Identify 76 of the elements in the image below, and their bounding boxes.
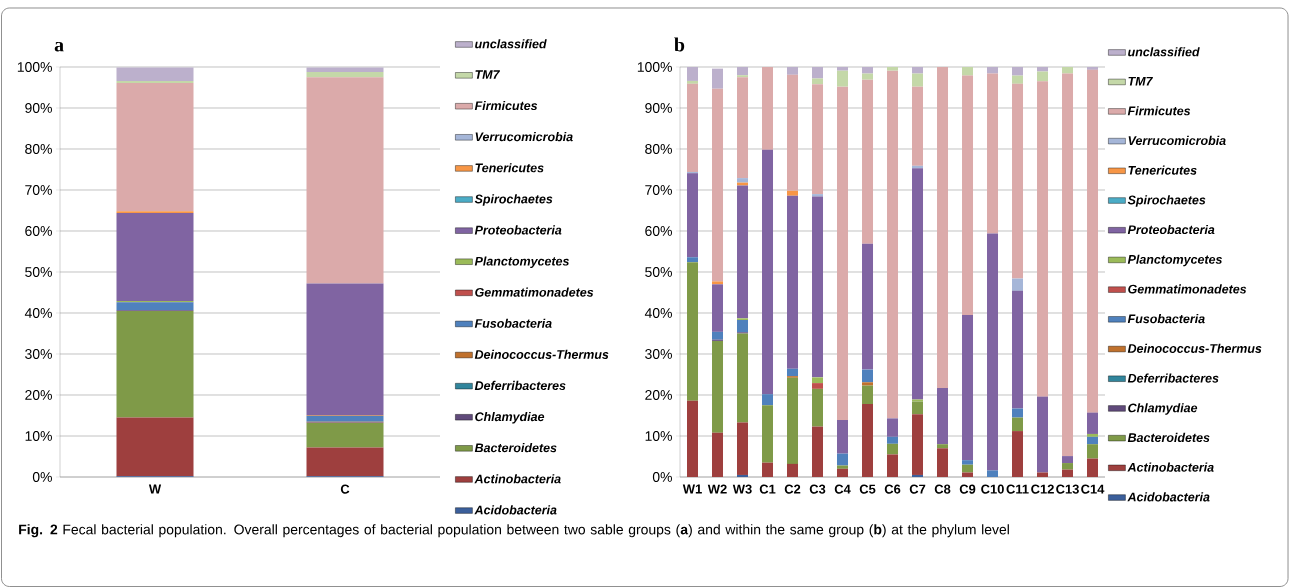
legend-label: Proteobacteria [474, 225, 562, 235]
legend-label: Tenericutes [475, 163, 544, 173]
y-tick-label: 100% [17, 62, 52, 72]
y-tick-label: 90% [25, 103, 52, 113]
x-tick-label: C11 [1006, 484, 1029, 494]
x-tick-label: W1 [682, 484, 702, 494]
legend-label: Bacteroidetes [1127, 432, 1210, 443]
y-tick-label: 10% [645, 431, 672, 441]
y-tick-label: 80% [645, 144, 672, 154]
y-tick-label: 70% [645, 185, 672, 195]
legend-label: Acidobacteria [474, 505, 557, 515]
y-tick-label: 30% [25, 349, 52, 359]
x-tick-label: C12 [1031, 484, 1054, 494]
x-tick-label: C9 [959, 484, 976, 494]
legend-label: Firmicutes [1127, 106, 1191, 116]
x-tick-label: C1 [759, 484, 776, 494]
x-tick-label: C6 [884, 484, 901, 494]
y-tick-label: 80% [25, 144, 52, 154]
y-tick-label: 10% [25, 431, 52, 441]
legend-label: TM7 [475, 70, 500, 79]
x-tick-label: W2 [707, 484, 727, 494]
legend-label: Planctomycetes [1127, 254, 1222, 267]
x-tick-label: C14 [1081, 484, 1105, 494]
chart-title: b [674, 37, 685, 52]
legend-label: Chlamydiae [1128, 403, 1198, 415]
x-tick-label: C3 [809, 484, 826, 494]
legend-label: TM7 [1128, 76, 1153, 86]
y-tick-label: 20% [645, 390, 672, 400]
x-tick-label: W [148, 484, 162, 494]
y-tick-label: 50% [645, 267, 672, 277]
y-tick-label: 60% [25, 226, 52, 236]
legend-label: Spirochaetes [1127, 195, 1206, 207]
x-tick-label: C [340, 484, 350, 494]
x-tick-label: C5 [859, 484, 876, 494]
legend-label: unclassified [1128, 47, 1200, 57]
legend-label: Gemmatimonadetes [1128, 284, 1247, 294]
legend-label: Actinobacteria [474, 474, 561, 484]
legend-label: Planctomycetes [474, 256, 569, 269]
y-tick-label: 50% [25, 267, 52, 277]
legend-label: Actinobacteria [1127, 462, 1214, 472]
legend-label: Acidobacteria [1127, 492, 1210, 502]
y-tick-label: 70% [25, 185, 52, 195]
legend-label: Spirochaetes [474, 194, 553, 206]
y-tick-label: 30% [645, 349, 672, 359]
x-tick-label: C13 [1056, 484, 1079, 494]
x-tick-label: C4 [834, 484, 851, 494]
y-tick-label: 100% [637, 62, 672, 72]
y-tick-label: 40% [644, 308, 672, 318]
legend-label: Verrucomicrobia [475, 132, 573, 142]
legend-label: Tenericutes [1128, 165, 1197, 175]
legend-label: Gemmatimonadetes [475, 287, 594, 297]
legend-label: Deferribacteres [1127, 373, 1219, 383]
legend-label: unclassified [475, 39, 547, 49]
legend-label: Fusobacteria [1127, 314, 1205, 324]
y-tick-label: 90% [645, 103, 672, 113]
x-tick-label: C8 [934, 484, 951, 494]
text: Fig. 2 Fecal bacterial population. Overall percentages of bacterial population between two sable groups (a) and within the same group (b) at the phylum level [19, 524, 1009, 538]
legend-label: Deinococcus-Thermus [474, 349, 609, 359]
y-tick-label: 60% [645, 226, 672, 236]
y-tick-label: 20% [25, 390, 52, 400]
y-tick-label: 40% [24, 308, 52, 318]
legend-label: Chlamydiae [475, 411, 545, 424]
x-tick-label: C10 [981, 484, 1004, 494]
legend-label: Deinococcus-Thermus [1127, 343, 1262, 353]
chart-title: a [54, 41, 64, 52]
legend-label: Firmicutes [474, 100, 538, 111]
y-tick-label: 0% [32, 472, 52, 482]
x-tick-label: C7 [909, 484, 926, 494]
legend-label: Bacteroidetes [474, 443, 557, 453]
legend-label: Proteobacteria [1127, 224, 1215, 235]
x-tick-label: C2 [784, 484, 801, 494]
y-tick-label: 0% [652, 472, 672, 482]
legend-label: Deferribacteres [474, 380, 566, 391]
x-tick-label: W3 [732, 484, 752, 494]
legend-label: Fusobacteria [474, 318, 552, 328]
legend-label: Verrucomicrobia [1128, 135, 1226, 145]
